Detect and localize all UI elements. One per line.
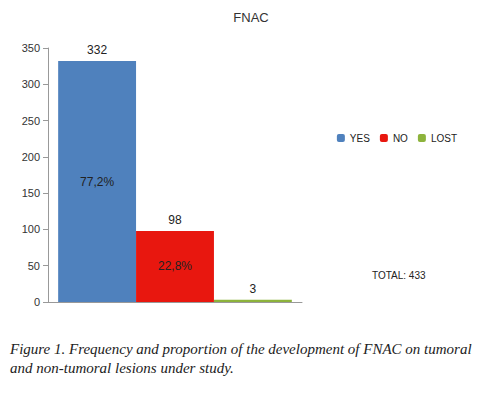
svg-text:150: 150 [22,187,40,199]
svg-text:50: 50 [28,260,40,272]
svg-text:YES: YES [350,133,370,144]
svg-text:332: 332 [87,43,107,57]
svg-text:TOTAL: 433: TOTAL: 433 [372,270,426,281]
svg-text:350: 350 [22,42,40,54]
svg-text:300: 300 [22,78,40,90]
svg-text:200: 200 [22,151,40,163]
svg-text:0: 0 [34,296,40,308]
svg-text:LOST: LOST [431,133,457,144]
svg-text:100: 100 [22,223,40,235]
svg-text:22,8%: 22,8% [158,259,192,273]
svg-text:77,2%: 77,2% [80,175,114,189]
svg-text:250: 250 [22,115,40,127]
svg-text:3: 3 [250,282,257,296]
svg-text:NO: NO [393,133,408,144]
svg-text:FNAC: FNAC [233,10,268,25]
svg-text:98: 98 [168,213,182,227]
html-text:Figure 1. Frequency and propor: Figure 1. Frequency and proportion of th… [10,341,472,376]
